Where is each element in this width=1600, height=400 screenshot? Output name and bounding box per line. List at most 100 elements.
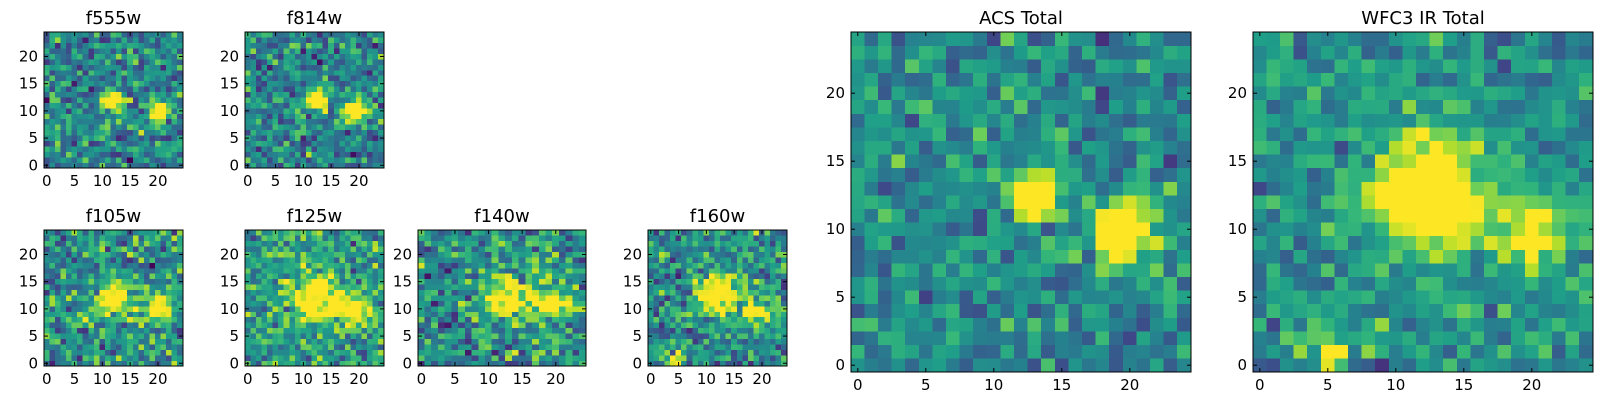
pixel xyxy=(764,311,771,318)
pixel xyxy=(272,37,279,44)
pixel xyxy=(138,311,145,318)
pixel xyxy=(518,295,526,301)
y-tick-label: 10 xyxy=(19,102,38,120)
pixel xyxy=(289,251,296,258)
pixel xyxy=(986,127,1001,141)
pixel xyxy=(1375,344,1390,359)
pixel xyxy=(498,267,506,274)
pixel xyxy=(177,327,184,334)
pixel xyxy=(311,146,318,152)
pixel xyxy=(686,251,693,258)
pixel xyxy=(294,102,301,109)
pixel xyxy=(431,295,439,301)
pixel xyxy=(121,97,128,103)
pixel xyxy=(471,246,479,252)
pixel xyxy=(1163,344,1178,359)
pixel xyxy=(1000,358,1015,373)
pixel xyxy=(289,338,296,345)
pixel xyxy=(255,267,262,274)
pixel xyxy=(261,316,268,323)
pixel xyxy=(1014,195,1028,209)
pixel xyxy=(692,229,699,236)
pixel xyxy=(572,278,580,285)
pixel xyxy=(1388,181,1403,196)
pixel xyxy=(1524,276,1539,291)
pixel xyxy=(350,129,357,136)
pixel xyxy=(93,124,100,131)
pixel xyxy=(66,333,72,339)
pixel xyxy=(1429,208,1444,223)
pixel xyxy=(565,229,573,236)
pixel xyxy=(317,305,324,312)
pixel xyxy=(344,113,351,120)
pixel xyxy=(1375,358,1390,373)
pixel xyxy=(132,295,139,301)
pixel xyxy=(538,360,546,367)
pixel xyxy=(250,333,257,339)
pixel xyxy=(511,240,519,247)
pixel xyxy=(116,80,123,87)
pixel xyxy=(155,129,161,136)
pixel xyxy=(367,107,374,114)
pixel xyxy=(471,235,479,242)
pixel xyxy=(60,91,67,98)
pixel xyxy=(471,333,479,339)
pixel xyxy=(93,140,100,147)
pixel xyxy=(464,322,472,329)
pixel xyxy=(250,151,257,158)
pixel xyxy=(1252,358,1267,373)
x-tick-label: 20 xyxy=(148,370,167,388)
pixel xyxy=(82,124,89,131)
pixel xyxy=(1068,303,1083,318)
pixel xyxy=(311,289,318,296)
y-tick-label: 0 xyxy=(402,354,412,372)
pixel xyxy=(244,344,251,350)
pixel xyxy=(116,42,123,49)
pixel xyxy=(1484,167,1498,182)
pixel xyxy=(255,273,262,280)
pixel xyxy=(1014,235,1028,250)
pixel xyxy=(1565,331,1580,345)
pixel xyxy=(973,31,988,46)
pixel xyxy=(317,135,324,141)
pixel xyxy=(49,344,56,350)
pixel xyxy=(250,262,257,269)
pixel xyxy=(891,344,906,359)
pixel xyxy=(538,300,546,307)
pixel xyxy=(437,344,446,350)
pixel xyxy=(60,333,67,339)
pixel xyxy=(918,31,933,46)
pixel xyxy=(431,229,439,236)
pixel xyxy=(670,322,676,329)
pixel xyxy=(378,69,385,76)
pixel xyxy=(166,107,173,114)
pixel xyxy=(1334,276,1349,291)
pixel xyxy=(720,322,727,329)
pixel xyxy=(244,118,251,125)
image-pixels xyxy=(244,31,385,169)
pixel xyxy=(283,118,290,125)
pixel xyxy=(93,278,100,285)
pixel xyxy=(464,349,472,356)
pixel xyxy=(850,276,865,291)
pixel xyxy=(579,338,587,345)
pixel xyxy=(675,289,682,296)
pixel xyxy=(946,195,960,209)
pixel xyxy=(104,235,111,242)
pixel xyxy=(932,303,947,318)
pixel xyxy=(478,229,486,236)
panel-title: f105w xyxy=(86,206,141,227)
pixel xyxy=(60,311,67,318)
pixel xyxy=(505,338,513,345)
pixel xyxy=(149,311,156,318)
pixel xyxy=(261,146,268,152)
pixel xyxy=(54,102,61,109)
pixel xyxy=(850,208,865,223)
pixel xyxy=(464,289,472,296)
pixel xyxy=(770,289,777,296)
pixel xyxy=(378,86,385,93)
pixel xyxy=(138,75,145,82)
pixel xyxy=(1334,358,1349,373)
pixel xyxy=(71,97,78,103)
pixel xyxy=(311,69,318,76)
